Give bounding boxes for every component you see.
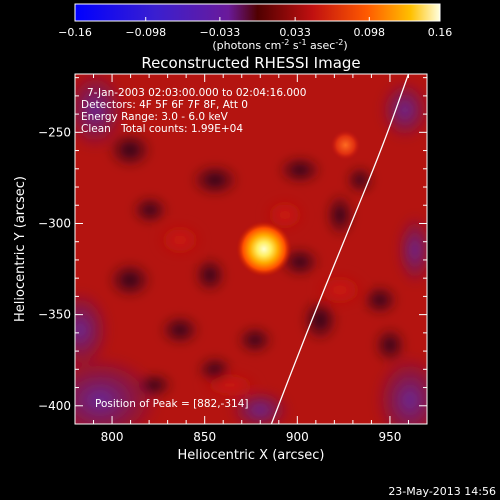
y-tick-label: −400 bbox=[38, 399, 71, 413]
x-axis-label: Heliocentric X (arcsec) bbox=[178, 448, 325, 463]
y-axis-label: Heliocentric Y (arcsec) bbox=[13, 176, 28, 322]
annotation-counts: Total counts: 1.99E+04 bbox=[120, 123, 243, 135]
colorbar-tick-label: 0.16 bbox=[428, 26, 453, 39]
colorbar-tick-label: −0.033 bbox=[200, 26, 241, 39]
x-tick-label: 800 bbox=[101, 430, 124, 444]
footer-date: 23-May-2013 14:56 bbox=[388, 485, 496, 498]
secondary-source bbox=[330, 130, 361, 161]
y-tick-label: −350 bbox=[38, 308, 71, 322]
solar-limb-curve bbox=[270, 74, 410, 424]
x-tick-label: 950 bbox=[378, 430, 401, 444]
colorbar-tick-label: 0.033 bbox=[279, 26, 311, 39]
y-tick-label: −300 bbox=[38, 216, 71, 230]
colorbar-ticks: −0.16 −0.098 −0.033 0.033 0.098 0.16 bbox=[58, 17, 452, 39]
x-tick-label: 850 bbox=[193, 430, 216, 444]
y-tick-label: −250 bbox=[38, 125, 71, 139]
colorbar-unit-label: (photons cm-2 s-1 asec-2) bbox=[212, 38, 347, 52]
annotation-detectors: Detectors: 4F 5F 6F 7F 8F, Att 0 bbox=[81, 99, 248, 111]
colorbar-tick-label: −0.098 bbox=[125, 26, 166, 39]
x-tick-label: 900 bbox=[286, 430, 309, 444]
plot-frame bbox=[74, 73, 428, 425]
colorbar bbox=[74, 3, 441, 22]
heatmap-image bbox=[75, 74, 427, 424]
colorbar-tick-label: −0.16 bbox=[58, 26, 92, 39]
annotation-peak-position: Position of Peak = [882,-314] bbox=[95, 398, 249, 410]
y-axis-ticks: −250 −300 −350 −400 bbox=[38, 77, 427, 425]
colorbar-tick-label: 0.098 bbox=[354, 26, 386, 39]
chart-title: Reconstructed RHESSI Image bbox=[141, 54, 360, 72]
annotation-method: Clean bbox=[81, 123, 111, 135]
peak-source bbox=[235, 221, 292, 277]
annotation-energy: Energy Range: 3.0 - 6.0 keV bbox=[81, 111, 229, 123]
x-axis-ticks: 800 850 900 950 bbox=[74, 74, 428, 444]
annotation-time-range: 7-Jan-2003 02:03:00.000 to 02:04:16.000 bbox=[87, 87, 306, 99]
